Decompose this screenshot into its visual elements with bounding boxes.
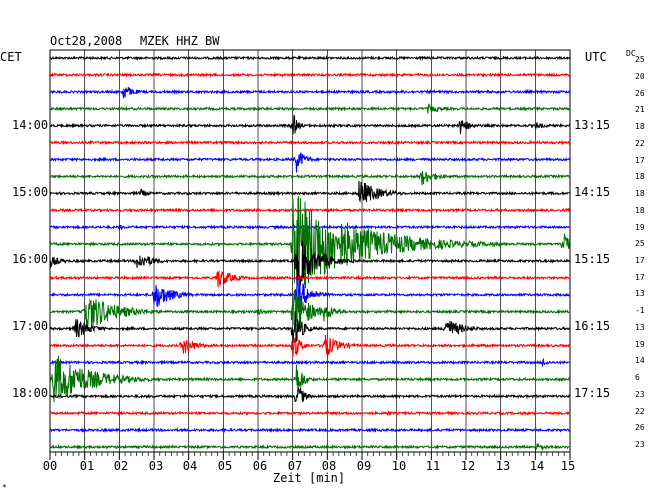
seismic-trace-line <box>49 114 571 135</box>
cet-hour-label: 16:00 <box>12 252 48 266</box>
x-tick-label: 15 <box>561 459 575 473</box>
dc-value: 22 <box>635 139 645 148</box>
seismic-trace-line <box>49 270 571 288</box>
dc-value: 18 <box>635 122 645 131</box>
x-tick-label: 03 <box>149 459 163 473</box>
cet-hour-label: 17:00 <box>12 319 48 333</box>
seismic-trace-line <box>49 386 571 403</box>
dc-value: 19 <box>635 340 645 349</box>
seismic-trace-line <box>49 71 571 78</box>
dc-value: 25 <box>635 239 645 248</box>
x-tick-label: 10 <box>392 459 406 473</box>
utc-title: UTC <box>585 50 607 64</box>
x-tick-label: 07 <box>288 459 302 473</box>
seismic-trace-line <box>49 427 571 434</box>
dc-value: 19 <box>635 223 645 232</box>
dc-title: DC <box>626 49 636 58</box>
utc-hour-label: 14:15 <box>574 185 610 199</box>
dc-value: 13 <box>635 289 645 298</box>
x-tick-label: 00 <box>43 459 57 473</box>
x-tick-label: 01 <box>80 459 94 473</box>
dc-value: 14 <box>635 356 645 365</box>
dc-value: 17 <box>635 273 645 282</box>
cet-hour-label: 18:00 <box>12 386 48 400</box>
dc-value: 6 <box>635 373 640 382</box>
seismic-trace-line <box>49 443 571 451</box>
dc-value: 20 <box>635 72 645 81</box>
dc-value: 23 <box>635 390 645 399</box>
seismic-trace-line <box>49 170 571 186</box>
dc-value: 22 <box>635 407 645 416</box>
corner-mark: * <box>2 483 7 492</box>
seismic-trace-line <box>49 207 571 214</box>
dc-value: 23 <box>635 440 645 449</box>
x-tick-label: 06 <box>253 459 267 473</box>
dc-value: 17 <box>635 156 645 165</box>
seismic-trace-line <box>49 55 571 61</box>
seismic-trace-line <box>49 357 571 367</box>
seismic-trace-line <box>49 237 571 286</box>
seismic-trace-line <box>49 276 571 308</box>
seismic-trace-line <box>49 86 570 99</box>
cet-hour-labels: 14:00 15:00 16:00 17:00 18:00 <box>12 118 48 400</box>
utc-hour-label: 15:15 <box>574 252 610 266</box>
date-label: Oct28,2008 <box>50 34 122 48</box>
dc-value: 26 <box>635 423 645 432</box>
x-axis-label: Zeit [min] <box>273 471 345 485</box>
dc-value: 25 <box>635 55 645 64</box>
station-label: MZEK HHZ BW <box>140 34 220 48</box>
x-tick-label: 08 <box>322 459 336 473</box>
seismic-trace-line <box>49 335 571 358</box>
seismic-trace-line <box>49 103 571 114</box>
dc-value: 21 <box>635 105 645 114</box>
x-tick-label: 09 <box>357 459 371 473</box>
x-tick-label: 12 <box>461 459 475 473</box>
x-tick-label: 11 <box>426 459 440 473</box>
dc-values: 25 20 26 21 18 22 17 18 18 18 19 25 17 1… <box>635 55 645 449</box>
seismic-trace-line <box>49 310 571 343</box>
x-tick-label: 13 <box>496 459 510 473</box>
x-tick-label: 02 <box>114 459 128 473</box>
cet-title: CET <box>0 50 22 64</box>
seismic-trace-line <box>49 180 571 204</box>
seismic-trace-line <box>49 139 571 146</box>
x-tick-label: 04 <box>183 459 197 473</box>
utc-hour-label: 17:15 <box>574 386 610 400</box>
plot-grid <box>49 49 571 460</box>
dc-value: 17 <box>635 256 645 265</box>
utc-hour-label: 16:15 <box>574 319 610 333</box>
utc-hour-label: 13:15 <box>574 118 610 132</box>
seismic-trace-line <box>49 355 571 403</box>
seismic-trace-line <box>49 410 571 417</box>
utc-hour-labels: 13:15 14:15 15:15 16:15 17:15 <box>574 118 610 400</box>
x-axis-ticks: 00 01 02 03 04 05 06 07 08 09 10 11 12 1… <box>43 459 575 473</box>
x-tick-label: 05 <box>218 459 232 473</box>
dc-value: 18 <box>635 172 645 181</box>
seismic-trace-line <box>49 152 571 173</box>
x-tick-label: 14 <box>530 459 544 473</box>
seismic-traces <box>49 55 571 451</box>
dc-value: 26 <box>635 89 645 98</box>
dc-value: -1 <box>635 306 645 315</box>
dc-value: 18 <box>635 206 645 215</box>
dc-value: 13 <box>635 323 645 332</box>
seismic-trace-line <box>49 290 571 333</box>
cet-hour-label: 14:00 <box>12 118 48 132</box>
cet-hour-label: 15:00 <box>12 185 48 199</box>
seismic-trace-line <box>49 196 571 289</box>
dc-value: 18 <box>635 189 645 198</box>
